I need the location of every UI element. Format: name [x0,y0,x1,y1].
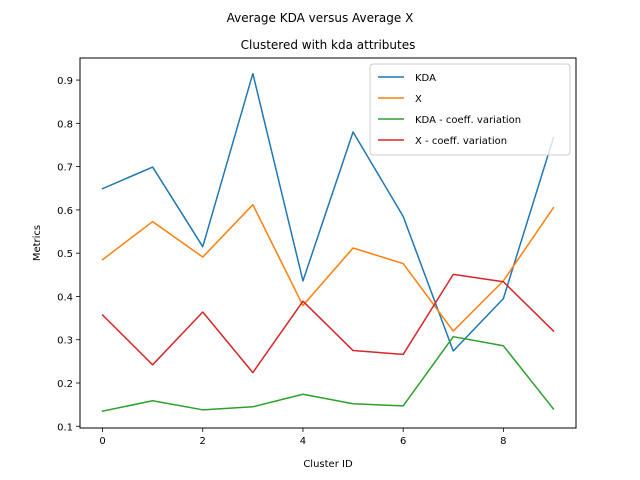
y-tick-label: 0.4 [57,292,73,303]
x-tick-label: 0 [99,436,105,447]
y-axis-label: Metrics [32,225,43,261]
y-tick-label: 0.6 [57,206,73,217]
legend: KDA X KDA - coeff. variation X - coeff. var… [369,63,571,156]
series-line-1 [101,203,555,332]
legend-label-2: KDA - coeff. variation [415,115,521,126]
legend-label-1: X [415,94,422,105]
y-tick-label: 0.5 [57,249,73,260]
x-tick-label: 4 [300,436,306,447]
y-tick-label: 0.2 [57,379,73,390]
y-tick-label: 0.7 [57,163,73,174]
legend-frame [369,63,571,156]
plot-frame [79,57,577,429]
y-axis-ticks: 0.1 0.2 0.3 0.4 0.5 0.6 0.7 0.8 0.9 [57,76,80,433]
axes [79,57,577,429]
x-axis-ticks: 0 2 4 6 8 [99,428,507,447]
series-line-2 [101,335,555,413]
y-tick-label: 0.8 [57,119,73,130]
y-tick-label: 0.9 [57,76,73,87]
legend-label-0: KDA [415,73,436,84]
y-tick-label: 0.3 [57,336,73,347]
x-tick-label: 6 [400,436,406,447]
chart-suptitle: Average KDA versus Average X [227,11,414,25]
x-axis-label: Cluster ID [303,459,353,470]
series-line-0 [101,72,555,352]
x-tick-label: 2 [200,436,206,447]
x-tick-label: 8 [500,436,506,447]
series-lines [101,72,555,413]
y-tick-label: 0.1 [57,422,73,433]
legend-label-3: X - coeff. variation [415,136,507,147]
chart-title: Clustered with kda attributes [241,38,416,52]
series-line-3 [101,273,555,374]
